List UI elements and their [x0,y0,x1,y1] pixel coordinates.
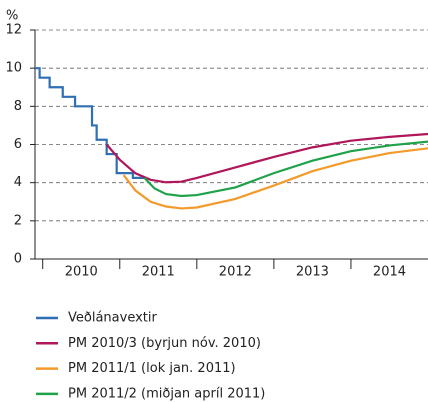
legend-label: PM 2010/3 (byrjun nóv. 2010) [68,336,261,351]
legend-label: PM 2011/1 (lok jan. 2011) [68,361,236,376]
y-tick-label: 4 [14,175,22,190]
y-tick-label: 6 [14,137,22,152]
x-tick-label: 2012 [219,265,252,280]
y-tick-label: 0 [14,252,22,267]
series-line [105,132,428,184]
x-tick-label: 2014 [373,265,406,280]
x-tick-label: 2011 [142,265,175,280]
legend-label: Veðlánavextir [68,311,157,326]
y-tick-label: 10 [5,61,22,76]
y-tick-label: 12 [5,23,22,38]
legend-label: PM 2011/2 (miðjan apríl 2011) [68,386,265,401]
y-tick-label: 8 [14,99,22,114]
series-line [35,67,145,179]
y-unit-label: % [6,9,18,24]
x-tick-label: 2013 [296,265,329,280]
series-line [122,147,428,210]
y-tick-label: 2 [14,213,22,228]
x-tick-label: 2010 [65,265,98,280]
series-line [143,140,428,198]
